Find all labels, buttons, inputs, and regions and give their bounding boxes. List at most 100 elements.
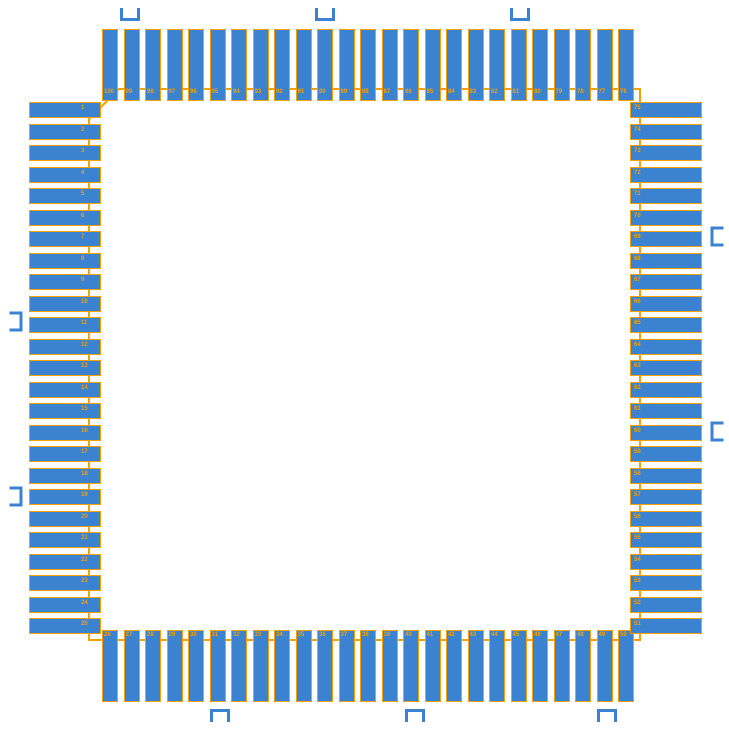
pin-22 — [29, 554, 101, 570]
pin-label-4: 4 — [81, 170, 84, 176]
pin-44 — [489, 630, 505, 702]
orientation-marker — [405, 709, 425, 722]
pin-label-46: 46 — [534, 632, 541, 638]
pin-29 — [167, 630, 183, 702]
pin-label-83: 83 — [470, 89, 477, 95]
pin-35 — [296, 630, 312, 702]
pin-label-72: 72 — [634, 170, 641, 176]
pin-label-43: 43 — [470, 632, 477, 638]
pin-label-77: 77 — [599, 89, 606, 95]
pin-label-26: 26 — [104, 632, 111, 638]
pin-26 — [102, 630, 118, 702]
pin-2 — [29, 124, 101, 140]
pin-27 — [124, 630, 140, 702]
pin-label-14: 14 — [81, 385, 88, 391]
pin-11 — [29, 317, 101, 333]
pin-label-90: 90 — [319, 89, 326, 95]
pin-label-84: 84 — [448, 89, 455, 95]
pin-28 — [145, 630, 161, 702]
orientation-marker — [711, 227, 724, 247]
pin-10 — [29, 296, 101, 312]
pin-15 — [29, 403, 101, 419]
pin-label-45: 45 — [513, 632, 520, 638]
pin-label-78: 78 — [577, 89, 584, 95]
pin-19 — [29, 489, 101, 505]
pin-label-73: 73 — [634, 148, 641, 154]
footprint-canvas: 1234567891011121314151617181920212223242… — [0, 0, 729, 729]
pin-label-79: 79 — [556, 89, 563, 95]
pin-label-47: 47 — [556, 632, 563, 638]
pin-label-30: 30 — [190, 632, 197, 638]
pin-label-96: 96 — [190, 89, 197, 95]
pin-label-22: 22 — [81, 557, 88, 563]
pin-37 — [339, 630, 355, 702]
pin-label-1: 1 — [81, 105, 84, 111]
pin-34 — [274, 630, 290, 702]
pin-label-28: 28 — [147, 632, 154, 638]
pin-label-5: 5 — [81, 191, 84, 197]
orientation-marker — [10, 312, 23, 332]
pin-label-60: 60 — [634, 428, 641, 434]
orientation-marker — [210, 709, 230, 722]
pin-label-66: 66 — [634, 299, 641, 305]
pin-label-89: 89 — [341, 89, 348, 95]
pin-label-33: 33 — [255, 632, 262, 638]
pin-label-11: 11 — [81, 320, 87, 326]
pin-label-95: 95 — [212, 89, 219, 95]
pin-label-13: 13 — [81, 363, 88, 369]
pin-label-12: 12 — [81, 342, 88, 348]
pin-7 — [29, 231, 101, 247]
pin-label-37: 37 — [341, 632, 348, 638]
pin-label-57: 57 — [634, 492, 641, 498]
pin-label-93: 93 — [255, 89, 262, 95]
pin-label-6: 6 — [81, 213, 84, 219]
pin-8 — [29, 253, 101, 269]
pin-46 — [532, 630, 548, 702]
pin-33 — [253, 630, 269, 702]
pin-50 — [618, 630, 634, 702]
pin-label-50: 50 — [620, 632, 627, 638]
pin-label-80: 80 — [534, 89, 541, 95]
pin-31 — [210, 630, 226, 702]
pin-label-100: 100 — [104, 89, 114, 95]
pin-label-41: 41 — [427, 632, 434, 638]
pin-label-52: 52 — [634, 600, 641, 606]
pin-42 — [446, 630, 462, 702]
pin-5 — [29, 188, 101, 204]
pin-label-16: 16 — [81, 428, 88, 434]
pin-label-71: 71 — [634, 191, 641, 197]
pin-label-51: 51 — [634, 621, 641, 627]
pin-label-9: 9 — [81, 277, 84, 283]
pin-label-82: 82 — [491, 89, 498, 95]
pin-label-34: 34 — [276, 632, 283, 638]
orientation-marker — [510, 8, 530, 21]
pin-label-85: 85 — [427, 89, 434, 95]
pin-label-15: 15 — [81, 406, 88, 412]
pin-label-42: 42 — [448, 632, 455, 638]
pin-label-3: 3 — [81, 148, 84, 154]
pin-label-2: 2 — [81, 127, 84, 133]
pin-30 — [188, 630, 204, 702]
pin-label-10: 10 — [81, 299, 88, 305]
pin-label-98: 98 — [147, 89, 154, 95]
pin-label-44: 44 — [491, 632, 498, 638]
pin-4 — [29, 167, 101, 183]
pin-12 — [29, 339, 101, 355]
pin-label-36: 36 — [319, 632, 326, 638]
pin-label-32: 32 — [233, 632, 240, 638]
pin-label-97: 97 — [169, 89, 176, 95]
pin-label-64: 64 — [634, 342, 641, 348]
pin-label-69: 69 — [634, 234, 641, 240]
orientation-marker — [711, 422, 724, 442]
pin-label-23: 23 — [81, 578, 88, 584]
pin-48 — [575, 630, 591, 702]
pin-14 — [29, 382, 101, 398]
pin-49 — [597, 630, 613, 702]
pin-40 — [403, 630, 419, 702]
pin-label-54: 54 — [634, 557, 641, 563]
pin-label-59: 59 — [634, 449, 641, 455]
pin-label-55: 55 — [634, 535, 641, 541]
pin-label-67: 67 — [634, 277, 641, 283]
pin-label-49: 49 — [599, 632, 606, 638]
pin-23 — [29, 575, 101, 591]
